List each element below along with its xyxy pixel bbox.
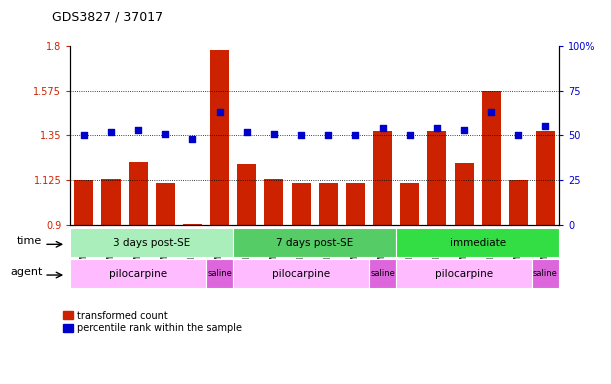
Bar [369,259,396,288]
Bar [400,183,419,225]
Bar [206,259,233,288]
Text: 3 days post-SE: 3 days post-SE [113,238,191,248]
Bar [101,179,120,225]
Point [106,129,116,135]
Legend: transformed count, percentile rank within the sample: transformed count, percentile rank withi… [63,311,243,333]
Point [378,125,387,131]
Bar [373,131,392,225]
Text: saline: saline [533,269,558,278]
Point [79,132,89,139]
Point [486,109,496,115]
Point [459,127,469,133]
Text: pilocarpine: pilocarpine [435,268,493,279]
Bar [233,228,396,257]
Point [188,136,197,142]
Text: 7 days post-SE: 7 days post-SE [276,238,353,248]
Bar [396,259,532,288]
Point [269,131,279,137]
Point [242,129,252,135]
Bar [536,131,555,225]
Bar [481,91,500,225]
Bar [509,180,528,225]
Point [133,127,143,133]
Bar [237,164,256,225]
Text: pilocarpine: pilocarpine [109,268,167,279]
Point [432,125,442,131]
Text: GDS3827 / 37017: GDS3827 / 37017 [52,10,163,23]
Text: saline: saline [370,269,395,278]
Bar [319,183,338,225]
Bar [265,179,284,225]
Bar [455,163,474,225]
Bar [532,259,559,288]
Bar [291,183,310,225]
Point [214,109,224,115]
Bar [210,50,229,225]
Text: pilocarpine: pilocarpine [272,268,330,279]
Bar [427,131,447,225]
Text: time: time [17,237,43,247]
Bar [70,228,233,257]
Point [513,132,523,139]
Bar [346,183,365,225]
Point [296,132,306,139]
Bar [75,180,93,225]
Bar [183,223,202,225]
Bar [233,259,369,288]
Point [541,123,551,129]
Text: agent: agent [10,267,43,277]
Bar [156,183,175,225]
Bar [70,259,206,288]
Text: immediate: immediate [450,238,506,248]
Bar [396,228,559,257]
Text: saline: saline [207,269,232,278]
Point [351,132,360,139]
Point [161,131,170,137]
Bar [129,162,148,225]
Point [405,132,415,139]
Point [323,132,333,139]
